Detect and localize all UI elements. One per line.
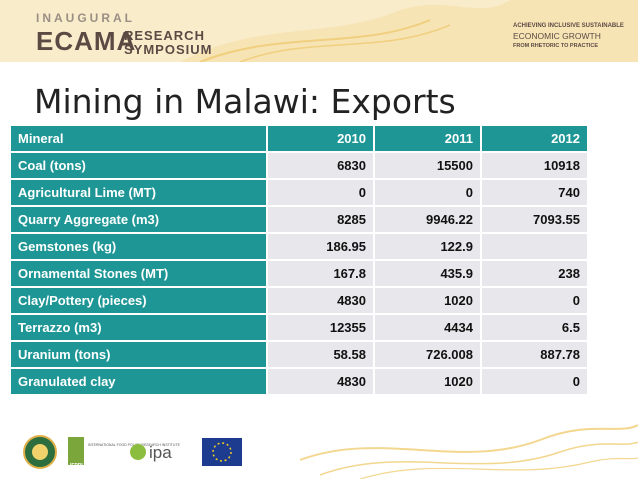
cell-value: 435.9	[375, 261, 480, 286]
ipa-logo: ipa	[130, 443, 172, 462]
logo-research-symposium: RESEARCH SYMPOSIUM	[124, 29, 212, 57]
cell-value: 10918	[482, 153, 587, 178]
logo-research-word: RESEARCH	[124, 28, 205, 43]
table-row: Uranium (tons) 58.58 726.008 887.78	[11, 342, 587, 367]
table-row: Agricultural Lime (MT) 0 0 740	[11, 180, 587, 205]
table-header-row: Mineral 2010 2011 2012	[11, 126, 587, 151]
logo-inaugural: INAUGURAL	[36, 11, 135, 25]
cell-mineral: Gemstones (kg)	[11, 234, 266, 259]
cell-value: 0	[375, 180, 480, 205]
tagline-line-1: ACHIEVING INCLUSIVE SUSTAINABLE	[513, 23, 624, 29]
cell-value	[482, 234, 587, 259]
table-row: Ornamental Stones (MT) 167.8 435.9 238	[11, 261, 587, 286]
table-row: Coal (tons) 6830 15500 10918	[11, 153, 587, 178]
cell-value: 58.58	[268, 342, 373, 367]
slide-title: Mining in Malawi: Exports	[34, 82, 456, 121]
ifpri-short: IFPRI	[70, 463, 83, 469]
cell-value: 12355	[268, 315, 373, 340]
cell-value: 1020	[375, 369, 480, 394]
banner-wave-graphic	[180, 0, 638, 62]
cell-value: 0	[268, 180, 373, 205]
cell-value: 167.8	[268, 261, 373, 286]
header-year: 2012	[482, 126, 587, 151]
cell-mineral: Quarry Aggregate (m3)	[11, 207, 266, 232]
exports-table: Mineral 2010 2011 2012 Coal (tons) 6830 15500 1…	[9, 124, 589, 396]
tagline-line-3: FROM RHETORIC TO PRACTICE	[513, 43, 599, 49]
cell-value: 8285	[268, 207, 373, 232]
tagline-line-2: ECONOMIC GROWTH	[513, 31, 601, 41]
cell-mineral: Granulated clay	[11, 369, 266, 394]
cell-value: 1020	[375, 288, 480, 313]
header-year: 2010	[268, 126, 373, 151]
cell-value: 15500	[375, 153, 480, 178]
header-mineral: Mineral	[11, 126, 266, 151]
cell-value: 6.5	[482, 315, 587, 340]
cell-mineral: Ornamental Stones (MT)	[11, 261, 266, 286]
cell-value: 740	[482, 180, 587, 205]
partner-logos: INTERNATIONAL FOOD POLICY RESEARCH INSTI…	[23, 435, 242, 469]
table-row: Clay/Pottery (pieces) 4830 1020 0	[11, 288, 587, 313]
bottom-wave-graphic	[300, 424, 638, 479]
table-row: Gemstones (kg) 186.95 122.9	[11, 234, 587, 259]
cell-value: 122.9	[375, 234, 480, 259]
cell-value: 0	[482, 369, 587, 394]
cell-value: 4434	[375, 315, 480, 340]
cell-mineral: Uranium (tons)	[11, 342, 266, 367]
malawi-seal-logo	[23, 435, 57, 469]
logo-ecama: ECAMA	[36, 26, 137, 56]
header-year: 2011	[375, 126, 480, 151]
cell-value: 4830	[268, 369, 373, 394]
cell-mineral: Clay/Pottery (pieces)	[11, 288, 266, 313]
cell-value: 238	[482, 261, 587, 286]
cell-value: 7093.55	[482, 207, 587, 232]
cell-value: 4830	[268, 288, 373, 313]
ipa-text: ipa	[149, 443, 172, 462]
cell-value: 6830	[268, 153, 373, 178]
cell-value: 726.008	[375, 342, 480, 367]
logo-symposium-word: SYMPOSIUM	[124, 42, 213, 57]
cell-mineral: Terrazzo (m3)	[11, 315, 266, 340]
cell-value: 9946.22	[375, 207, 480, 232]
header-banner: INAUGURAL ECAMA RESEARCH SYMPOSIUM ACHIE…	[0, 0, 638, 62]
table-row: Quarry Aggregate (m3) 8285 9946.22 7093.55	[11, 207, 587, 232]
cell-value: 0	[482, 288, 587, 313]
cell-value: 186.95	[268, 234, 373, 259]
cell-mineral: Coal (tons)	[11, 153, 266, 178]
eu-flag-logo	[202, 438, 242, 466]
cell-value: 887.78	[482, 342, 587, 367]
cell-mineral: Agricultural Lime (MT)	[11, 180, 266, 205]
table-row: Terrazzo (m3) 12355 4434 6.5	[11, 315, 587, 340]
table-row: Granulated clay 4830 1020 0	[11, 369, 587, 394]
